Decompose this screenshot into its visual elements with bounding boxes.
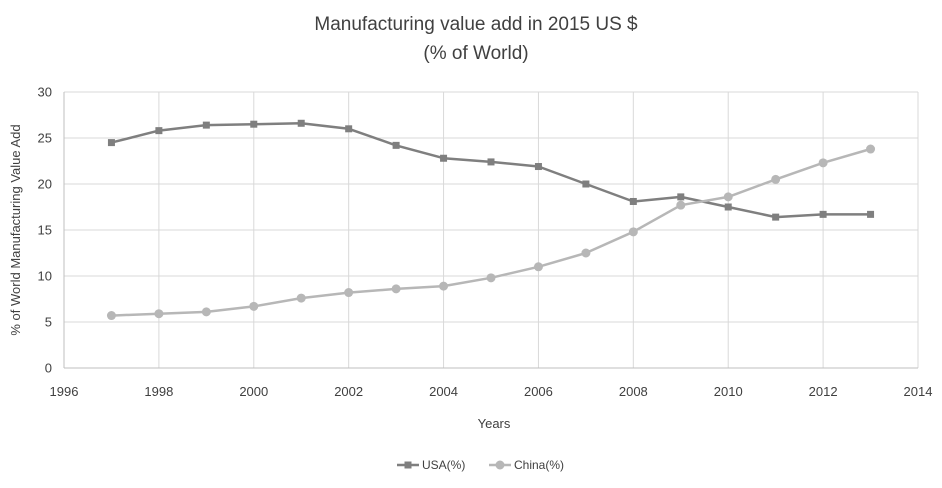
data-point-usa [534,163,542,171]
data-point-usa [582,180,590,188]
legend: USA(%) China(%) [397,458,564,472]
data-point-china [249,301,259,311]
data-point-china [486,273,496,283]
legend-label: China(%) [514,458,564,472]
data-point-china [723,192,733,202]
x-tick-label: 1996 [50,384,79,399]
data-point-china [154,309,164,319]
y-tick-label: 30 [38,85,52,100]
x-tick-label: 2012 [809,384,838,399]
x-tick-label: 2008 [619,384,648,399]
data-point-usa [867,210,875,218]
legend-marker [495,460,505,470]
legend-label: USA(%) [422,458,465,472]
series-line-china [111,147,871,317]
chart-title: Manufacturing value add in 2015 US $ [314,14,638,35]
data-point-usa [487,158,495,166]
y-tick-label: 0 [45,361,52,376]
x-axis-title: Years [478,416,511,431]
data-point-usa [345,125,353,133]
axes [63,92,918,369]
data-point-usa [155,127,163,135]
grid [64,91,919,368]
x-tick-label: 2002 [334,384,363,399]
data-point-china [628,227,638,237]
tick-labels: 0 5 10 15 20 25 30 1996 1998 2000 2002 2004 2006 2008… [38,85,933,400]
series-china [106,144,876,321]
series-usa [107,119,875,221]
y-axis-title: % of World Manufacturing Value Add [8,124,23,335]
data-point-usa [677,193,685,201]
data-point-china [439,281,449,291]
series-line-usa [111,122,871,219]
data-point-china [771,174,781,184]
data-point-china [106,311,116,321]
x-tick-label: 2010 [714,384,743,399]
x-tick-label: 1998 [144,384,173,399]
legend-marker [404,461,412,469]
data-point-china [201,307,211,317]
data-point-china [866,144,876,154]
x-tick-label: 2000 [239,384,268,399]
data-point-china [296,293,306,303]
legend-item-china: China(%) [489,458,564,472]
data-point-usa [629,197,637,205]
data-point-china [581,248,591,258]
data-point-usa [819,210,827,218]
data-point-usa [202,121,210,129]
data-point-china [676,200,686,210]
data-point-usa [772,213,780,221]
legend-item-usa: USA(%) [397,458,465,472]
y-tick-label: 10 [38,269,52,284]
data-point-china [344,288,354,298]
chart-subtitle: (% of World) [423,43,528,64]
y-tick-label: 15 [38,223,52,238]
y-tick-label: 25 [38,131,52,146]
x-tick-label: 2014 [904,384,933,399]
series-layer [106,119,876,321]
x-tick-label: 2006 [524,384,553,399]
data-point-usa [392,141,400,149]
data-point-usa [250,120,258,128]
x-tick-label: 2004 [429,384,458,399]
data-point-china [533,262,543,272]
y-tick-label: 5 [45,315,52,330]
data-point-china [391,284,401,294]
data-point-usa [107,139,115,147]
data-point-usa [724,203,732,211]
data-point-usa [440,154,448,162]
data-point-china [818,158,828,168]
y-tick-label: 20 [38,177,52,192]
data-point-usa [297,119,305,127]
